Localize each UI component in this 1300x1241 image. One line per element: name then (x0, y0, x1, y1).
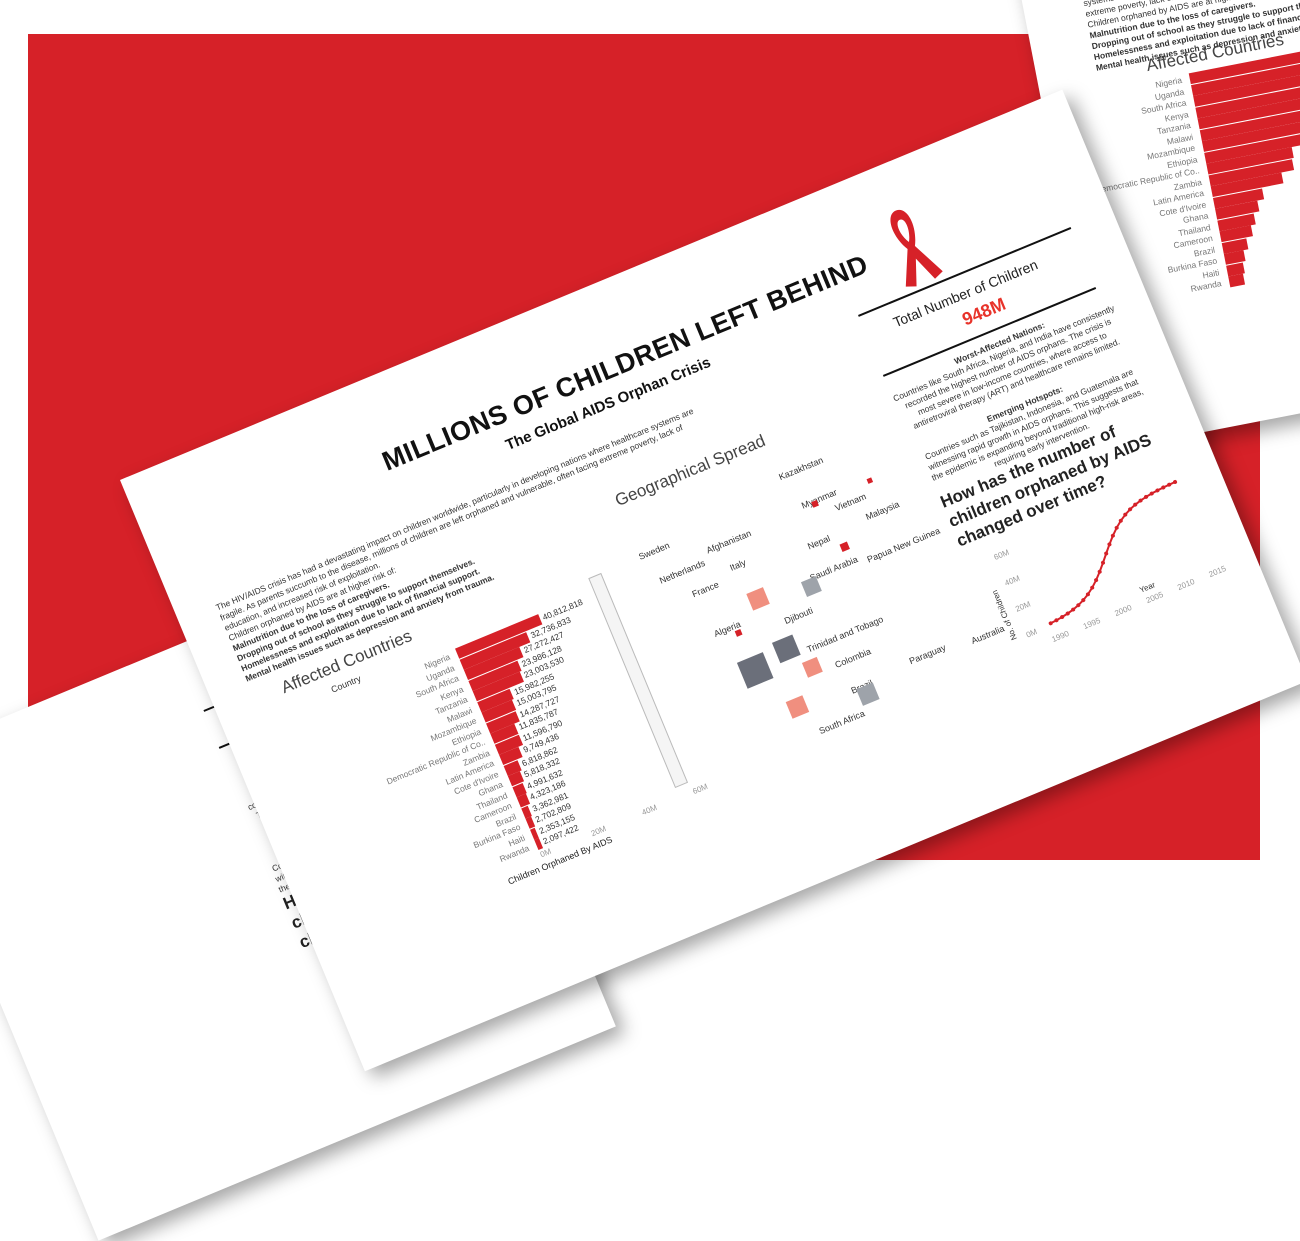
map-country-label: Myanmar (799, 487, 839, 511)
trend-point[interactable] (1149, 491, 1154, 496)
trend-point[interactable] (1054, 618, 1059, 623)
trend-point[interactable] (1071, 607, 1076, 612)
map-country-label: Netherlands (657, 557, 707, 586)
country-bar[interactable] (1228, 273, 1246, 288)
trend-point[interactable] (1104, 551, 1109, 556)
trend-point[interactable] (1090, 585, 1095, 590)
map-marker[interactable] (771, 634, 801, 664)
dashboard-sheet-main: MILLIONS OF CHILDREN LEFT BEHIND The Glo… (120, 89, 1300, 1072)
x-tick-label: 2015 (1208, 564, 1228, 579)
map-country-label: Malaysia (864, 499, 901, 522)
map-country-label: Djibouti (782, 605, 815, 627)
map-marker[interactable] (734, 628, 743, 637)
trend-point[interactable] (1155, 488, 1160, 493)
axis-tick-label: 40M (640, 802, 659, 818)
trend-point[interactable] (1097, 569, 1102, 574)
y-tick-label: 20M (1014, 599, 1032, 613)
trend-point[interactable] (1107, 542, 1112, 547)
map-country-label: South Africa (817, 708, 867, 737)
map-marker[interactable] (866, 477, 874, 484)
trend-point[interactable] (1065, 611, 1070, 616)
trend-point[interactable] (1100, 560, 1105, 565)
x-tick-label: 1995 (1082, 616, 1102, 631)
map-country-label: Kazakhstan (777, 454, 825, 483)
trend-point[interactable] (1127, 507, 1133, 512)
trend-point[interactable] (1110, 533, 1115, 538)
x-tick-label: 1990 (1050, 629, 1070, 644)
map-marker[interactable] (801, 656, 823, 678)
trend-point[interactable] (1076, 603, 1081, 608)
aids-ribbon-icon (890, 209, 943, 287)
trend-point[interactable] (1118, 518, 1123, 523)
trend-point[interactable] (1138, 498, 1143, 503)
x-tick-label: 2000 (1113, 603, 1133, 618)
map-country-label: Papua New Guinea (865, 525, 942, 565)
trend-point[interactable] (1081, 598, 1086, 603)
map-country-label: Italy (728, 557, 748, 573)
trend-point[interactable] (1161, 485, 1166, 490)
trend-point[interactable] (1143, 494, 1149, 499)
map-country-label: Trinidad and Tobago (805, 614, 885, 655)
map-marker[interactable] (736, 652, 774, 689)
map-country-label: Australia (969, 623, 1006, 647)
y-tick-label: 0M (1025, 627, 1039, 640)
country-bar[interactable] (534, 838, 543, 851)
map-marker[interactable] (785, 695, 810, 719)
map-country-label: Paraguay (907, 642, 948, 667)
y-tick-label: 40M (1003, 573, 1021, 587)
map-country-label: Sweden (637, 540, 672, 562)
map-country-label: France (690, 579, 721, 600)
map-marker[interactable] (746, 587, 770, 611)
map-country-label: Nepal (806, 533, 832, 552)
trend-point[interactable] (1167, 482, 1172, 487)
trend-point[interactable] (1085, 592, 1090, 597)
map-country-label: Vietnam (833, 491, 868, 514)
trend-point[interactable] (1114, 525, 1119, 530)
trend-point[interactable] (1060, 614, 1065, 620)
map-marker[interactable] (839, 541, 850, 552)
map-country-label: Afghanistan (704, 528, 753, 556)
map-country-label: Colombia (833, 646, 873, 670)
trend-point[interactable] (1048, 621, 1053, 626)
y-tick-label: 60M (993, 548, 1011, 562)
trend-point[interactable] (1133, 502, 1138, 507)
axis-tick-label: 60M (691, 781, 710, 797)
trend-point[interactable] (1172, 479, 1178, 484)
trend-point[interactable] (1123, 512, 1128, 517)
trend-point[interactable] (1093, 577, 1099, 583)
x-tick-label: 2010 (1176, 577, 1196, 592)
